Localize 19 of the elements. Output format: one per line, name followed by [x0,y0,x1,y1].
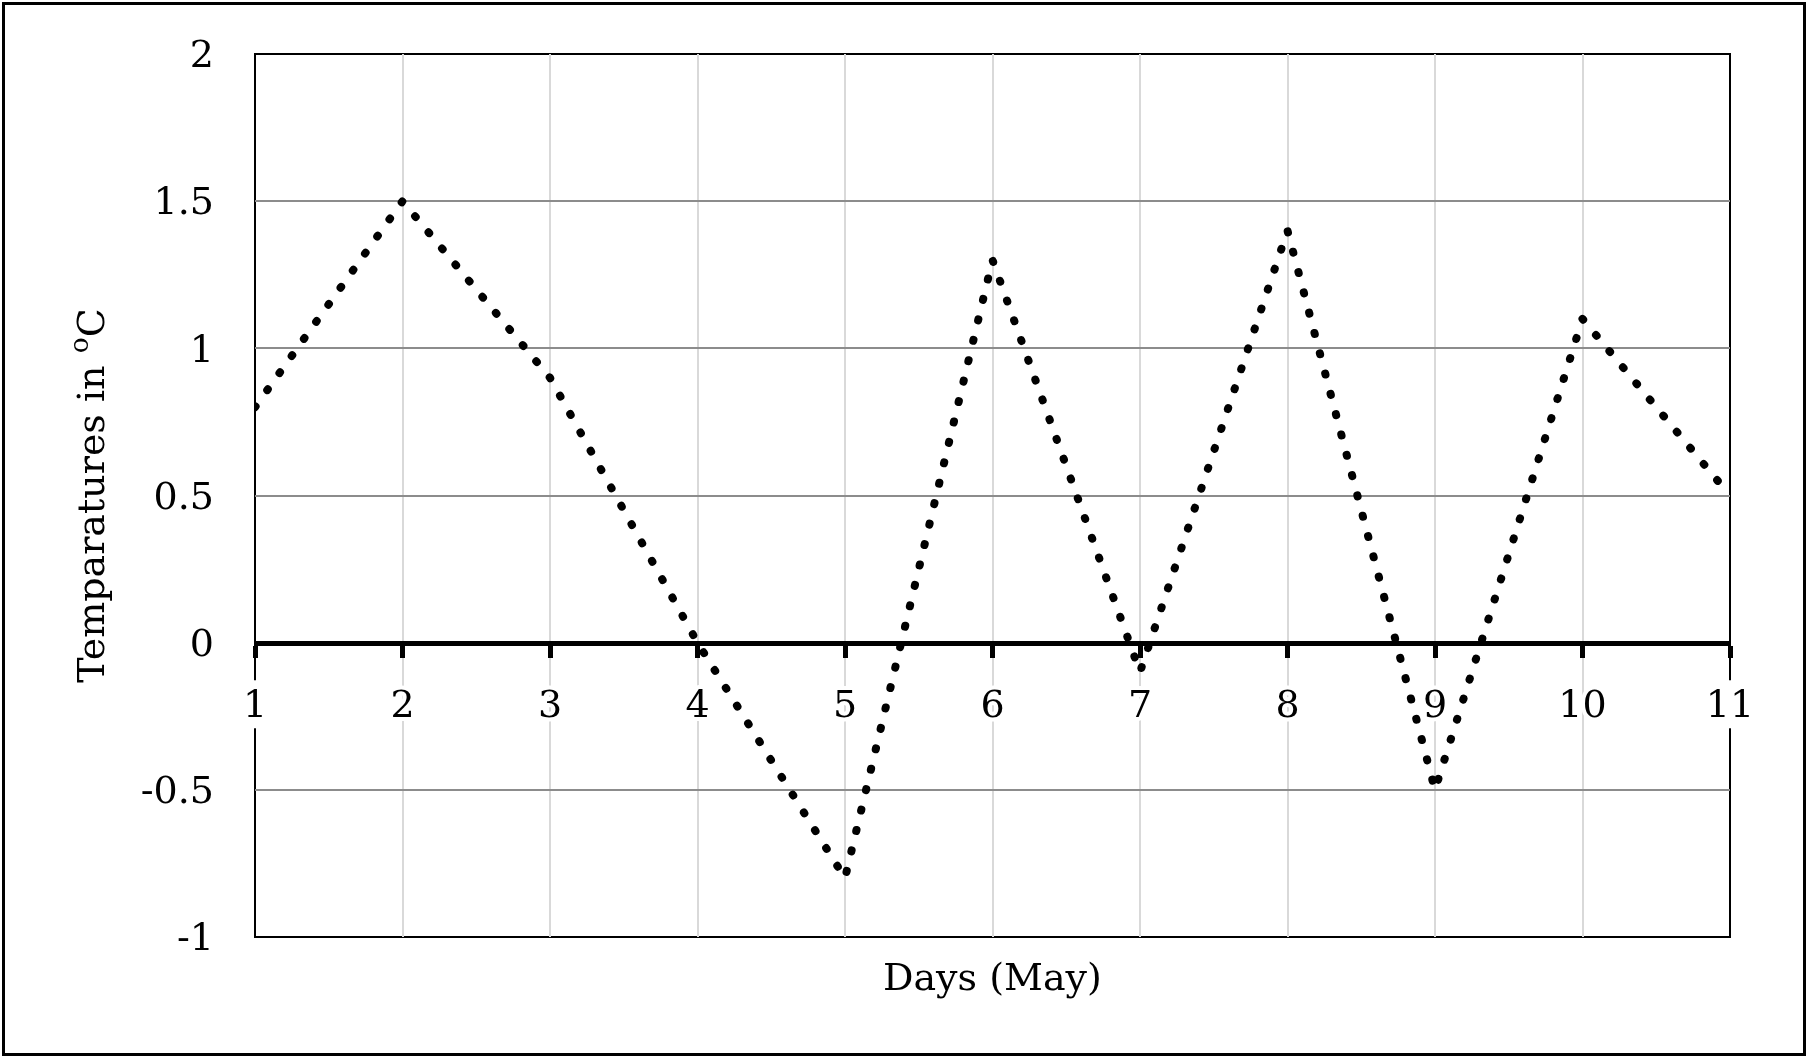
y-tick-label: -1 [176,915,214,960]
x-tick-label: 4 [685,682,710,727]
x-tick-label: 2 [390,682,415,727]
x-tick-label: 7 [1127,682,1153,727]
x-tick-label: 1 [242,682,268,727]
x-tick-label: 11 [1705,682,1755,727]
y-tick-label: 0.5 [153,473,214,518]
y-tick-label: 0 [189,620,214,665]
x-tick-label: 6 [980,682,1005,727]
y-tick-label: -0.5 [140,768,214,813]
x-axis-title: Days (May) [883,955,1102,999]
x-tick-label: 10 [1558,682,1607,727]
x-tick-label: 9 [1422,682,1448,727]
x-tick-label: 3 [537,682,563,727]
x-tick-label: 5 [832,682,858,727]
y-tick-label: 1 [189,326,214,371]
y-tick-label: 1.5 [153,179,214,224]
x-tick-label: 8 [1275,682,1300,727]
y-tick-label: 2 [189,32,214,77]
